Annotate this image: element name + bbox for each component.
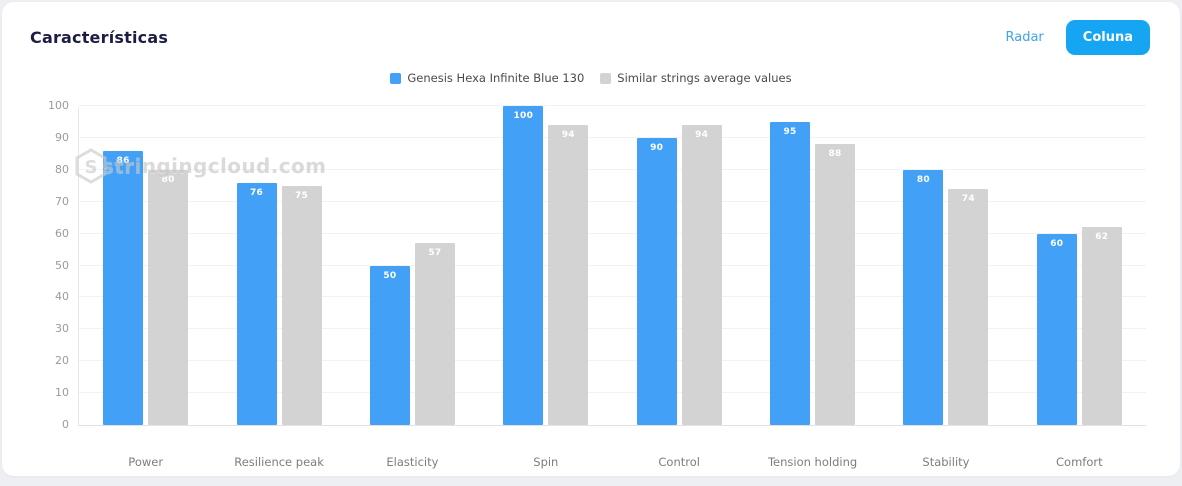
bar-value-label: 90: [650, 142, 664, 153]
gridline: [79, 105, 1146, 106]
coluna-toggle-button[interactable]: Coluna: [1065, 20, 1150, 55]
bar-similar-comfort[interactable]: 62: [1081, 227, 1122, 425]
bar-similar-tension-holding[interactable]: 88: [815, 144, 856, 425]
bar-group-comfort: 60 62: [1013, 107, 1146, 425]
gridline: [79, 392, 1146, 394]
bar-value-label: 80: [916, 174, 930, 185]
bar-genesis-resilience-peak[interactable]: 76: [236, 182, 277, 425]
bar-value-label: 50: [383, 270, 397, 281]
x-axis-category-label: Power: [128, 455, 164, 469]
gridline: [79, 264, 1146, 266]
bar-value-label: 62: [1095, 232, 1109, 243]
bar-value-label: 76: [250, 187, 264, 198]
bar-similar-resilience-peak[interactable]: 75: [281, 185, 322, 425]
bar-genesis-control[interactable]: 90: [636, 137, 677, 425]
bar-value-label: 74: [961, 193, 975, 204]
bar-group-stability: 80 74: [879, 107, 1012, 425]
x-axis-category-label: Resilience peak: [234, 455, 324, 469]
y-axis-tick-label: 10: [55, 386, 69, 400]
gridline: [79, 296, 1146, 298]
page-title: Características: [30, 28, 169, 47]
y-axis-tick-label: 100: [48, 99, 69, 112]
x-axis-category-label: Control: [658, 455, 700, 469]
bar-chart: S stringingcloud.com 0 10 20 30 40 50 60 70 80 90…: [32, 99, 1146, 469]
legend-item-genesis[interactable]: Genesis Hexa Infinite Blue 130: [390, 71, 584, 85]
gridline: [79, 200, 1146, 202]
bar-value-label: 94: [695, 130, 709, 141]
bar-genesis-spin[interactable]: 100: [503, 106, 544, 425]
chart-legend: Genesis Hexa Infinite Blue 130 Similar s…: [2, 71, 1180, 85]
bar-similar-elasticity[interactable]: 57: [414, 243, 455, 425]
caracteristicas-card: Características Radar Coluna Genesis Hex…: [2, 2, 1180, 476]
bar-similar-control[interactable]: 94: [681, 125, 722, 425]
bar-value-label: 86: [116, 155, 130, 166]
bar-value-label: 57: [428, 248, 442, 259]
bar-group-spin: 100 94: [479, 106, 612, 425]
x-axis-category-label: Comfort: [1056, 455, 1103, 469]
bar-genesis-tension-holding[interactable]: 95: [770, 121, 811, 425]
x-axis-category-label: Elasticity: [386, 455, 439, 469]
x-axis-category-label: Stability: [922, 455, 970, 469]
y-axis-tick-label: 60: [55, 226, 69, 240]
card-header: Características Radar Coluna: [2, 2, 1180, 55]
x-axis-category-label: Tension holding: [767, 455, 858, 469]
bar-group-resilience-peak: 76 75: [212, 107, 345, 425]
legend-label: Genesis Hexa Infinite Blue 130: [407, 71, 585, 85]
legend-label: Similar strings average values: [617, 71, 792, 85]
gridline: [79, 232, 1146, 234]
y-axis-tick-label: 40: [55, 290, 69, 304]
bar-group-tension-holding: 95 88: [746, 107, 879, 425]
y-axis-tick-label: 20: [55, 354, 69, 368]
plot-area: 0 10 20 30 40 50 60 70 80 90 100 86 80 Power 76 75 Resil…: [48, 99, 1146, 469]
gridline: [79, 136, 1146, 138]
bar-value-label: 60: [1050, 238, 1064, 249]
y-axis-tick-label: 80: [55, 162, 69, 176]
bar-genesis-stability[interactable]: 80: [903, 169, 944, 425]
legend-swatch-blue: [390, 72, 402, 84]
legend-swatch-gray: [600, 72, 612, 84]
bar-group-power: 86 80: [79, 107, 212, 425]
gridline: [79, 328, 1146, 330]
bar-value-label: 94: [561, 130, 575, 141]
legend-item-similar[interactable]: Similar strings average values: [600, 71, 792, 85]
y-axis-tick-label: 50: [55, 258, 69, 272]
bar-similar-stability[interactable]: 74: [948, 188, 989, 425]
y-axis-tick-label: 70: [55, 194, 69, 208]
gridline: [79, 168, 1146, 170]
bar-similar-spin[interactable]: 94: [548, 125, 589, 425]
x-axis-category-label: Spin: [533, 455, 559, 469]
y-axis-tick-label: 0: [62, 418, 69, 431]
y-axis-tick-label: 30: [55, 322, 69, 336]
bar-genesis-power[interactable]: 86: [103, 150, 144, 425]
y-axis-tick-label: 90: [55, 130, 69, 144]
bar-genesis-elasticity[interactable]: 50: [369, 265, 410, 425]
bar-value-label: 95: [783, 126, 797, 137]
bar-group-control: 90 94: [613, 107, 746, 425]
bar-group-elasticity: 50 57: [346, 107, 479, 425]
bar-value-label: 80: [161, 174, 175, 185]
bar-value-label: 100: [513, 111, 534, 121]
bar-value-label: 88: [828, 149, 842, 160]
bar-value-label: 75: [295, 190, 309, 201]
gridline: [79, 360, 1146, 362]
bar-genesis-comfort[interactable]: 60: [1036, 233, 1077, 425]
chart-type-controls: Radar Coluna: [1005, 20, 1150, 55]
bar-similar-power[interactable]: 80: [148, 169, 189, 425]
radar-toggle-button[interactable]: Radar: [1005, 30, 1044, 45]
